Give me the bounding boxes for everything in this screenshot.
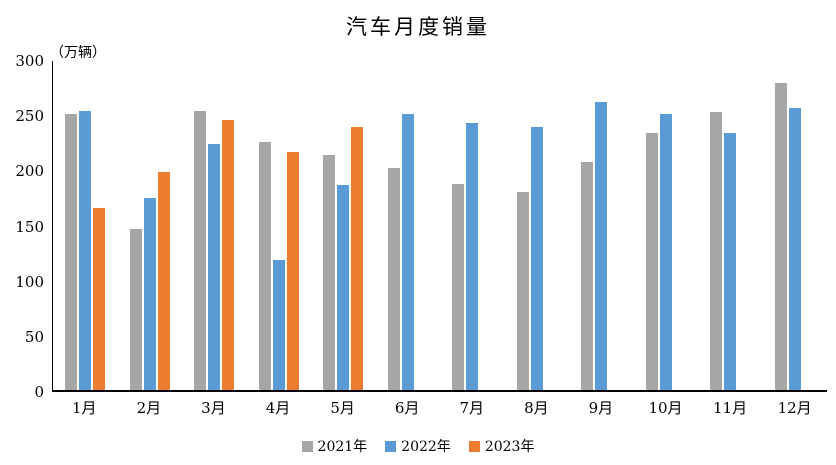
bar-2022年-3月 [208, 143, 221, 390]
bar-2021年-1月 [65, 113, 78, 390]
bar-group-2月 [118, 61, 183, 390]
bar-group-9月 [569, 61, 634, 390]
bar-group-4月 [247, 61, 312, 390]
legend: 2021年 2022年 2023年 [0, 436, 836, 456]
bar-2021年-10月 [645, 132, 658, 390]
bar-group-8月 [505, 61, 570, 390]
bar-group-10月 [634, 61, 699, 390]
bar-2022年-1月 [79, 110, 92, 390]
x-label-4月: 4月 [265, 399, 291, 417]
bar-2022年-4月 [272, 259, 285, 390]
bar-2023年-1月 [93, 208, 106, 390]
bar-2021年-11月 [710, 111, 723, 390]
legend-swatch-icon [468, 440, 480, 452]
x-label-12月: 12月 [777, 399, 812, 417]
bar-group-5月 [311, 61, 376, 390]
bar-2021年-7月 [452, 184, 465, 390]
bar-2021年-6月 [387, 167, 400, 390]
x-label-8月: 8月 [524, 399, 549, 417]
y-tick-label: 0 [34, 383, 44, 401]
bar-2022年-5月 [337, 184, 350, 390]
y-tick-label: 300 [15, 52, 44, 70]
bar-group-12月 [763, 61, 828, 390]
x-label-6月: 6月 [394, 399, 420, 417]
y-tick-label: 200 [15, 162, 44, 181]
bar-2021年-8月 [516, 191, 529, 390]
bar-2022年-12月 [788, 108, 801, 390]
bar-2022年-11月 [724, 133, 737, 390]
bar-2023年-5月 [351, 127, 364, 390]
y-tick-label: 50 [24, 327, 44, 346]
chart-title: 汽车月度销量 [346, 15, 490, 39]
legend-item-2021年: 2021年 [301, 436, 368, 456]
legend-swatch-icon [301, 440, 313, 452]
bar-2021年-5月 [323, 155, 336, 390]
bar-2023年-4月 [286, 151, 299, 390]
x-axis: 1月 2月 3月 4月 5月 6月 7月 8月 9月 10月 11月 12月 [52, 397, 827, 418]
bar-2023年-2月 [157, 171, 170, 390]
legend-item-2022年: 2022年 [385, 436, 451, 456]
bar-2022年-9月 [595, 102, 608, 390]
bar-2023年-3月 [222, 119, 235, 390]
legend-label: 2023年 [484, 439, 535, 455]
x-label-11月: 11月 [713, 399, 748, 417]
bar-2021年-2月 [129, 229, 142, 390]
x-label-2月: 2月 [136, 399, 162, 417]
bar-2022年-7月 [466, 123, 479, 390]
bar-2022年-6月 [401, 113, 414, 390]
x-label-10月: 10月 [648, 399, 683, 417]
legend-label: 2021年 [317, 439, 368, 455]
y-tick-label: 100 [15, 272, 44, 291]
bar-group-11月 [698, 61, 763, 390]
y-tick-label: 150 [15, 217, 44, 236]
bar-2021年-3月 [194, 111, 207, 390]
bar-2021年-4月 [258, 141, 271, 390]
y-tick-label: 250 [15, 107, 44, 126]
bar-group-3月 [182, 61, 247, 390]
x-label-3月: 3月 [201, 399, 226, 417]
x-label-7月: 7月 [459, 399, 485, 417]
bar-2022年-8月 [530, 127, 543, 390]
bar-group-7月 [440, 61, 505, 390]
y-axis-unit-label: （万辆） [50, 45, 106, 61]
x-label-9月: 9月 [588, 399, 614, 417]
x-label-5月: 5月 [330, 399, 355, 417]
legend-label: 2022年 [401, 439, 451, 455]
bar-2022年-2月 [143, 198, 156, 390]
plot-area [52, 61, 827, 392]
legend-item-2023年: 2023年 [468, 436, 535, 456]
legend-swatch-icon [385, 440, 397, 452]
bar-2021年-12月 [774, 82, 787, 390]
bar-2021年-9月 [581, 161, 594, 390]
bar-group-6月 [376, 61, 441, 390]
x-label-1月: 1月 [72, 399, 97, 417]
bar-2022年-10月 [659, 113, 672, 390]
y-axis: 0 50 100 150 200 250 300 [0, 0, 46, 465]
bar-group-1月 [53, 61, 118, 390]
